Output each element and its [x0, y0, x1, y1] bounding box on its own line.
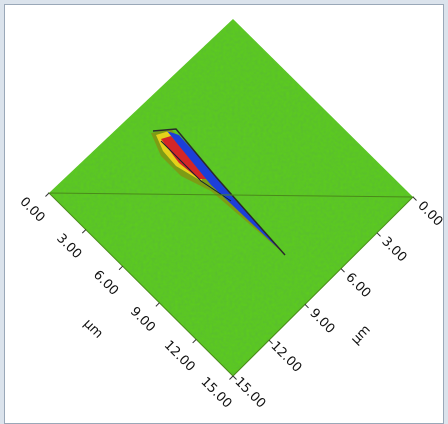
x-tick — [45, 193, 49, 197]
y-tick-label: 9.00 — [306, 306, 337, 337]
x-tick-label: 6.00 — [90, 268, 121, 299]
y-tick — [305, 304, 309, 308]
y-tick — [269, 340, 273, 344]
y-axis-label: µm — [348, 322, 373, 347]
y-tick — [341, 269, 345, 273]
x-tick-label: 3.00 — [53, 231, 84, 262]
x-tick-label: 15.00 — [198, 375, 235, 412]
window: µm µm 0.003.006.009.0012.0015.000.003.00… — [0, 0, 448, 422]
y-tick — [233, 376, 237, 380]
y-tick-label: 0.00 — [414, 198, 444, 229]
y-tick-label: 3.00 — [378, 234, 409, 265]
x-tick — [229, 376, 233, 380]
y-tick-label: 6.00 — [342, 270, 373, 301]
y-tick — [377, 233, 381, 237]
x-tick-label: 0.00 — [16, 194, 47, 225]
y-tick-label: 15.00 — [232, 375, 269, 412]
x-axis-label: µm — [80, 316, 105, 341]
x-tick — [193, 339, 197, 343]
x-tick — [82, 230, 86, 234]
x-tick-label: 9.00 — [127, 304, 158, 335]
x-tick — [119, 266, 123, 270]
x-tick — [156, 303, 160, 307]
y-tick — [413, 197, 417, 201]
chart: µm µm 0.003.006.009.0012.0015.000.003.00… — [4, 4, 444, 424]
x-tick-label: 12.00 — [161, 338, 198, 375]
y-tick-label: 12.00 — [268, 339, 305, 376]
